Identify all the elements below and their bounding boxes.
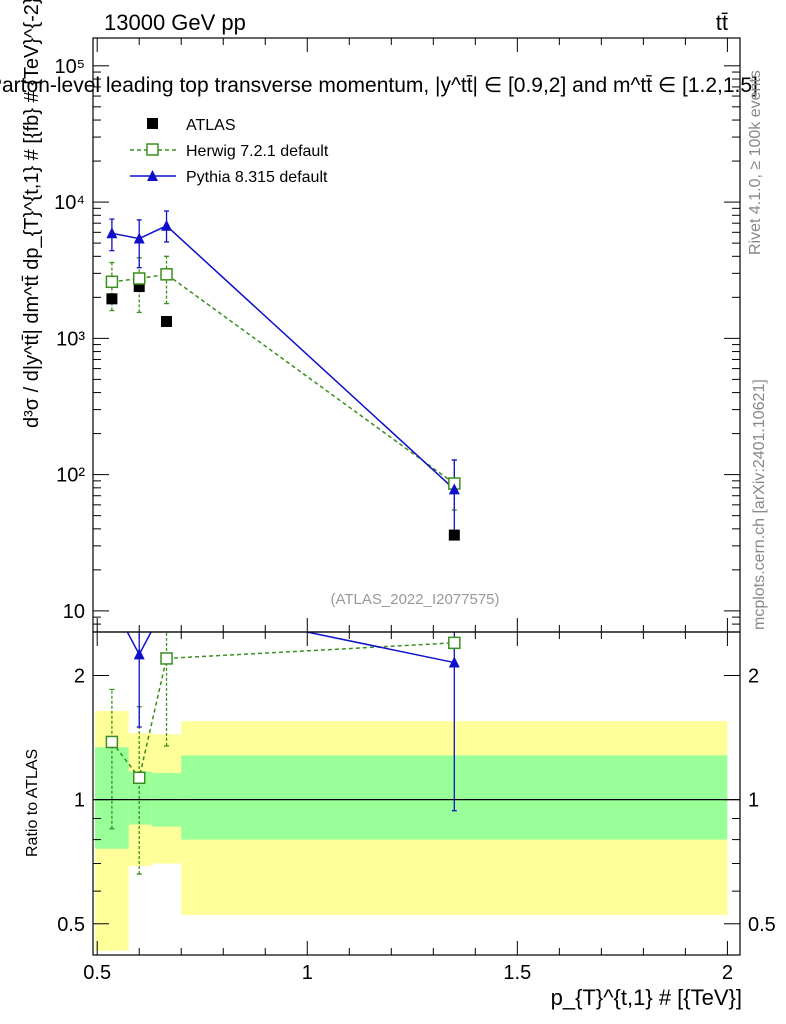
ratio-point-pythia-8-315-default — [133, 648, 145, 660]
main-point-pythia-8-315-default — [133, 232, 145, 244]
legend-label-pythia: Pythia 8.315 default — [186, 169, 328, 186]
ratio-frame — [92, 631, 741, 956]
main-point-herwig-7-2-1-default — [105, 275, 119, 289]
main-y-tick-label: 10⁵ — [54, 56, 85, 78]
main-axes: 10 10² 10³ 10⁴ 10⁵ — [54, 38, 740, 633]
x-tick-label: 2 — [722, 962, 733, 984]
legend-entry-herwig: Herwig 7.2.1 default — [130, 143, 329, 160]
main-point-herwig-7-2-1-default — [132, 272, 146, 285]
plot-title: Parton-level leading top transverse mome… — [0, 74, 758, 97]
main-point-herwig-7-2-1-default — [160, 268, 173, 281]
main-point-atlas — [161, 315, 173, 327]
rivet-version-label: Rivet 4.1.0, ≥ 100k events — [747, 70, 764, 255]
main-point-pythia-8-315-default — [161, 219, 173, 231]
main-y-tick-label: 10³ — [56, 328, 85, 350]
main-point-pythia-8-315-default — [448, 483, 460, 495]
legend-label-herwig: Herwig 7.2.1 default — [186, 143, 329, 160]
ratio-axes: 0.5 0.5 1 1 2 2 0.5 1 1.5 2 — [57, 632, 776, 984]
x-axis-label: p_{T}^{t,1} # [{TeV}] — [551, 985, 742, 1010]
ratio-panel: 0.5 0.5 1 1 2 2 0.5 1 1.5 2 — [57, 597, 776, 984]
legend-label-atlas: ATLAS — [186, 117, 236, 134]
main-point-pythia-8-315-default — [106, 227, 118, 239]
main-panel: 10 10² 10³ 10⁴ 10⁵ — [54, 37, 741, 633]
main-y-tick-label: 10² — [56, 465, 85, 487]
ratio-band-inner — [128, 771, 152, 825]
process-label: tt̄ — [716, 10, 728, 35]
ratio-y-tick-label-right: 1 — [748, 790, 759, 812]
main-point-atlas — [448, 529, 460, 541]
main-y-tick-label: 10 — [63, 601, 85, 623]
ratio-bands — [95, 711, 728, 951]
energy-label: 13000 GeV pp — [104, 10, 246, 35]
main-point-atlas — [106, 293, 118, 305]
main-line-herwig-7-2-1-default — [111, 273, 455, 485]
ratio-point-pythia-8-315-default — [448, 656, 460, 668]
ratio-point-herwig-7-2-1-default — [132, 771, 146, 785]
ratio-y-tick-label-right: 2 — [748, 666, 759, 688]
x-tick-label: 0.5 — [83, 962, 111, 984]
x-tick-label: 1.5 — [503, 962, 531, 984]
legend-marker-pythia — [147, 170, 158, 181]
main-y-tick-label: 10⁴ — [54, 192, 85, 214]
ratio-point-pythia-8-315-default — [106, 597, 117, 608]
ratio-y-axis-label: Ratio to ATLAS — [24, 749, 41, 857]
legend-marker-atlas — [147, 118, 158, 129]
legend-entry-pythia: Pythia 8.315 default — [130, 169, 328, 186]
analysis-id: (ATLAS_2022_I2077575) — [330, 591, 499, 608]
ratio-point-herwig-7-2-1-default — [105, 735, 119, 749]
legend-entry-atlas: ATLAS — [147, 117, 236, 134]
ratio-y-tick-label: 1 — [74, 790, 85, 812]
main-line-pythia-8-315-default — [111, 224, 455, 490]
x-tick-label: 1 — [302, 962, 313, 984]
ratio-y-tick-label-right: 0.5 — [748, 914, 776, 936]
legend-marker-herwig — [146, 143, 159, 156]
ratio-line-pythia-8-315-default — [126, 632, 455, 664]
ratio-point-herwig-7-2-1-default — [160, 652, 173, 665]
main-y-axis-label: d³σ / d|y^tt̄| dm^tt̄ dp_{T}^{t,1} # [{f… — [21, 0, 43, 428]
ratio-data — [105, 597, 461, 875]
main-point-atlas — [133, 281, 145, 293]
ratio-line-herwig-7-2-1-default — [111, 642, 455, 780]
mcplots-label: mcplots.cern.ch [arXiv:2401.10621] — [751, 379, 768, 630]
ratio-point-herwig-7-2-1-default — [448, 636, 461, 650]
ratio-y-tick-label: 2 — [74, 666, 85, 688]
ratio-y-tick-label: 0.5 — [57, 914, 85, 936]
ratio-point-pythia-8-315-default — [161, 597, 172, 608]
legend: ATLAS Herwig 7.2.1 default Pythia 8.315 … — [130, 117, 329, 186]
main-data — [105, 210, 461, 541]
